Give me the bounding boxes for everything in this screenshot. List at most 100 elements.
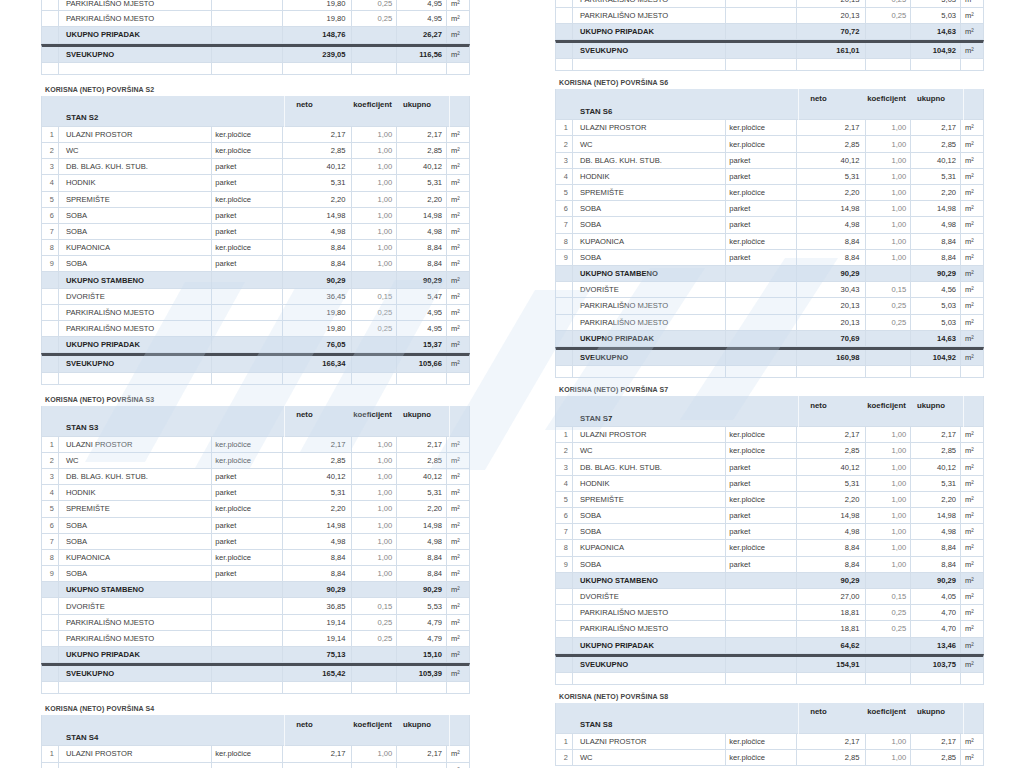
cell-label: SOBA (573, 557, 726, 572)
cell-koeficijent: 1,00 (352, 256, 398, 271)
cell-koeficijent (352, 582, 398, 597)
cell-neto: 19,80 (283, 321, 352, 336)
cell-koeficijent: 1,00 (352, 208, 398, 223)
column-header-ukupno: ukupno (392, 408, 442, 422)
cell-koeficijent: 1,00 (352, 469, 398, 484)
cell-koeficijent: 1,00 (866, 540, 912, 555)
cell-num: 9 (42, 566, 59, 581)
cell-unit: m² (447, 469, 469, 484)
cell-num: 4 (42, 175, 59, 190)
cell-ukupno: 4,98 (397, 224, 447, 239)
total-pripadak-row: UKUPNO PRIPADAK75,1315,10m² (41, 647, 470, 663)
cell-koeficijent: 1,00 (352, 453, 398, 468)
cell-label: SOBA (59, 224, 212, 239)
cell-unit: m² (961, 557, 983, 572)
cell-koeficijent (866, 43, 912, 58)
cell-label: HODNIK (59, 485, 212, 500)
cell-koeficijent: 1,00 (866, 120, 912, 135)
cell-unit: m² (961, 169, 983, 184)
cell-koeficijent: 1,00 (352, 159, 398, 174)
cell-koeficijent (866, 266, 912, 281)
section-title: KORISNA (NETO) POVRŠINA S8 (555, 690, 984, 703)
cell-unit: m² (961, 331, 983, 346)
room-row: 2WCker.pločice2,851,002,85m² (41, 763, 470, 768)
cell-unit: m² (961, 589, 983, 604)
cell-unit: m² (961, 508, 983, 523)
cell-ukupno (911, 673, 961, 684)
cell-material: parket (212, 485, 283, 500)
cell-neto: 2,85 (797, 136, 866, 151)
cell-neto: 2,17 (283, 437, 352, 452)
cell-label: SOBA (59, 256, 212, 271)
cell-unit: m² (961, 136, 983, 151)
cell-unit: m² (447, 256, 469, 271)
total-pripadak-row: UKUPNO PRIPADAK64,6213,46m² (555, 638, 984, 654)
cell-material: ker.pločice (726, 185, 797, 200)
cell-unit: m² (447, 437, 469, 452)
cell-num (42, 289, 59, 304)
cell-neto: 27,00 (797, 589, 866, 604)
cell-unit: m² (961, 540, 983, 555)
cell-ukupno: 14,98 (397, 518, 447, 533)
cell-label: PARKIRALIŠNO MJESTO (59, 631, 212, 646)
cell-unit (961, 59, 983, 70)
cell-material: ker.pločice (212, 143, 283, 158)
cell-unit: m² (447, 47, 469, 62)
cell-num (556, 298, 573, 313)
table-header-block: netokoeficijentukupnoSTAN S2 (41, 96, 470, 127)
cell-material (726, 621, 797, 636)
room-row: 3DB. BLAG. KUH. STUB.parket40,121,0040,1… (555, 153, 984, 169)
header-separator (284, 406, 285, 437)
cell-unit: m² (961, 282, 983, 297)
cell-koeficijent: 1,00 (352, 485, 398, 500)
cell-unit: m² (447, 566, 469, 581)
cell-material: ker.pločice (212, 763, 283, 768)
column-header-ukupno: ukupno (906, 705, 956, 719)
cell-label: UKUPNO PRIPADAK (573, 24, 726, 39)
header-separator (798, 396, 799, 427)
cell-ukupno: 14,63 (911, 24, 961, 39)
cell-label: SOBA (573, 508, 726, 523)
cell-ukupno: 116,56 (397, 47, 447, 62)
cell-label: PARKIRALIŠNO MJESTO (573, 298, 726, 313)
cell-unit: m² (961, 638, 983, 653)
cell-material (726, 282, 797, 297)
cell-koeficijent (352, 647, 398, 662)
cell-unit: m² (447, 501, 469, 516)
cell-unit: m² (961, 315, 983, 330)
section-title: KORISNA (NETO) POVRŠINA S6 (555, 76, 984, 89)
cell-neto: 14,98 (797, 508, 866, 523)
room-row: 1ULAZNI PROSTORker.pločice2,171,002,17m² (41, 437, 470, 453)
cell-material (726, 605, 797, 620)
room-row: 1ULAZNI PROSTORker.pločice2,171,002,17m² (41, 746, 470, 762)
cell-num (556, 59, 573, 70)
cell-material: ker.pločice (212, 453, 283, 468)
cell-material: parket (212, 469, 283, 484)
cell-unit: m² (447, 746, 469, 761)
cell-koeficijent (866, 24, 912, 39)
cell-label: KUPAONICA (573, 540, 726, 555)
cell-num (556, 605, 573, 620)
total-sveukupno-row: SVEUKUPNO239,05116,56m² (41, 44, 470, 63)
cell-koeficijent: 1,00 (352, 143, 398, 158)
cell-num (42, 337, 59, 352)
cell-neto: 40,12 (283, 469, 352, 484)
cell-label (59, 373, 212, 384)
cell-neto: 2,20 (283, 501, 352, 516)
cell-num: 1 (556, 427, 573, 442)
cell-ukupno: 2,85 (911, 750, 961, 765)
cell-material: parket (212, 224, 283, 239)
cell-label: PARKIRALIŠNO MJESTO (573, 0, 726, 7)
header-separator (963, 703, 964, 734)
cell-num: 5 (42, 192, 59, 207)
cell-label (59, 682, 212, 693)
cell-neto: 154,91 (797, 657, 866, 672)
cell-ukupno: 104,92 (911, 43, 961, 58)
cell-koeficijent (352, 666, 398, 681)
cell-label: ULAZNI PROSTOR (573, 734, 726, 749)
cell-koeficijent: 1,00 (352, 566, 398, 581)
cell-num: 8 (556, 540, 573, 555)
cell-unit: m² (447, 356, 469, 371)
cell-neto: 18,81 (797, 605, 866, 620)
top-partial-table: PARKIRALIŠNO MJESTO20,130,255,03m²PARKIR… (555, 0, 984, 71)
